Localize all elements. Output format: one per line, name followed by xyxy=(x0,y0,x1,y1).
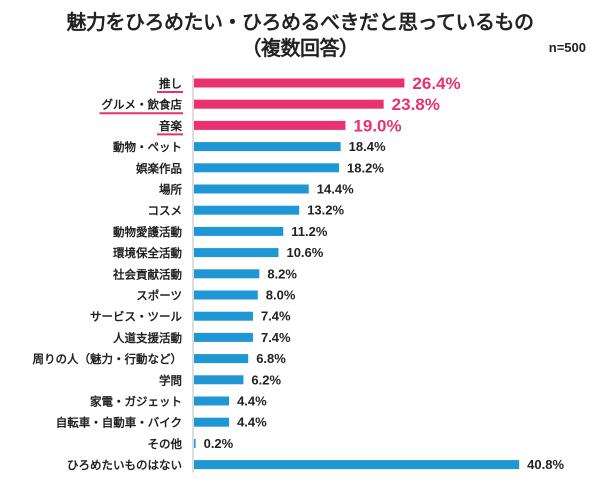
value-label: 23.8% xyxy=(392,95,440,114)
value-label: 11.2% xyxy=(291,224,328,239)
bar xyxy=(194,460,520,470)
category-label: 家電・ガジェット xyxy=(90,395,182,409)
bar xyxy=(194,78,405,88)
category-label: 場所 xyxy=(159,183,182,197)
bar xyxy=(194,269,260,279)
category-label: 周りの人（魅力・行動など） xyxy=(33,352,183,366)
category-label: 娯楽作品 xyxy=(136,161,182,175)
category-label: サービス・ツール xyxy=(90,310,182,324)
value-label: 26.4% xyxy=(412,74,460,93)
value-label: 10.6% xyxy=(286,245,323,260)
category-label: 学問 xyxy=(159,373,182,387)
category-label: グルメ・飲食店 xyxy=(102,98,183,112)
bar xyxy=(194,142,341,152)
value-label: 0.2% xyxy=(204,436,234,451)
category-label: その他 xyxy=(148,437,183,451)
value-label: 8.0% xyxy=(266,288,296,303)
bar xyxy=(194,290,258,300)
value-label: 14.4% xyxy=(317,182,354,197)
value-label: 6.2% xyxy=(251,372,281,387)
category-label: 音楽 xyxy=(159,119,182,133)
bar xyxy=(194,417,230,427)
chart-title: 魅力をひろめたい・ひろめるべきだと思っているもの xyxy=(66,10,535,34)
value-label: 8.2% xyxy=(267,266,297,281)
bar xyxy=(194,248,279,258)
bar xyxy=(194,375,244,385)
bar xyxy=(194,396,230,406)
chart-subtitle: （複数回答） xyxy=(241,36,360,60)
bar xyxy=(194,226,284,236)
value-label: 7.4% xyxy=(261,309,291,324)
bar xyxy=(194,184,309,194)
category-label: ひろめたいものはない xyxy=(67,458,182,472)
category-label: 動物・ペット xyxy=(113,140,182,154)
value-label: 18.4% xyxy=(349,139,386,154)
category-label: スポーツ xyxy=(136,289,182,303)
sample-size-label: n=500 xyxy=(548,40,586,55)
value-label: 18.2% xyxy=(347,160,384,175)
bar xyxy=(194,332,253,342)
value-label: 19.0% xyxy=(353,116,401,135)
bar xyxy=(194,163,340,173)
value-label: 7.4% xyxy=(261,330,291,345)
category-label: 推し xyxy=(159,77,182,91)
bar xyxy=(194,205,300,215)
value-label: 6.8% xyxy=(256,351,286,366)
bar xyxy=(194,311,253,321)
bar xyxy=(194,354,249,364)
category-label: 環境保全活動 xyxy=(113,246,182,260)
category-label: 人道支援活動 xyxy=(113,331,182,345)
category-label: 社会貢献活動 xyxy=(112,267,182,281)
value-label: 4.4% xyxy=(237,394,267,409)
bar xyxy=(194,120,346,130)
category-label: 動物愛護活動 xyxy=(113,225,182,239)
bar xyxy=(194,438,196,448)
category-label: 自転車・自動車・バイク xyxy=(56,416,182,430)
value-label: 4.4% xyxy=(237,415,267,430)
value-label: 13.2% xyxy=(307,203,344,218)
bar xyxy=(194,99,384,109)
value-label: 40.8% xyxy=(527,457,564,472)
category-label: コスメ xyxy=(148,204,183,218)
